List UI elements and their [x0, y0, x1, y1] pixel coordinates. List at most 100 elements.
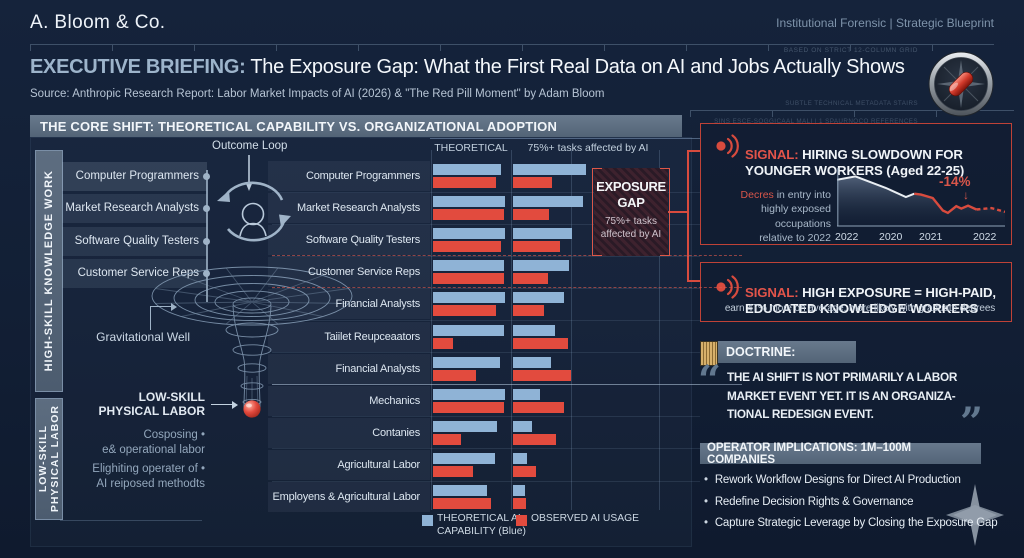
doctrine-header: DOCTRINE:: [718, 341, 856, 363]
chart-row-separator: [272, 255, 700, 257]
connector-dot: [203, 172, 210, 180]
gridline: [571, 150, 572, 510]
bar-theoretical-capability: [433, 452, 495, 464]
low-skill-arrowhead: [232, 400, 242, 409]
bar-theoretical-usage: [433, 177, 497, 188]
chart-row-separator: [272, 448, 700, 450]
bar-theoretical-usage: [433, 498, 492, 509]
bar-theoretical-usage: [433, 209, 505, 221]
exposure-gap-bracket-right: [660, 168, 670, 256]
bar-adoption-usage: [513, 241, 560, 253]
chart-row-separator: [272, 352, 700, 354]
bar-adoption-usage: [513, 369, 572, 381]
signal-title-text: HIRING SLOWDOWN FOR YOUNGER WORKERS (Age…: [745, 146, 965, 179]
bar-adoption-capability: [513, 452, 528, 464]
chart-row-separator: [272, 287, 700, 289]
down-arrow: ↓: [963, 188, 969, 202]
hiring-trend-chart: [837, 168, 1005, 228]
gridline: [511, 150, 512, 510]
chart-row-separator: [272, 320, 700, 321]
list-item: Market Research Analysts: [62, 194, 207, 223]
connector-dot: [203, 204, 210, 212]
connector: [687, 280, 700, 282]
bar-adoption-usage: [513, 305, 544, 317]
gravity-well-arrowhead: [171, 302, 181, 311]
bar-adoption-usage: [513, 337, 569, 349]
list-item: Software Quality Testers: [62, 227, 207, 256]
connector-dot: [203, 269, 210, 277]
bar-theoretical-capability: [433, 196, 505, 208]
gravitational-well-diagram: [151, 266, 353, 418]
grid-ruler: [30, 44, 994, 51]
low-skill-label: LOW-SKILL PHYSICAL LABOR: [37, 405, 61, 513]
x-tick: 2021: [919, 231, 943, 243]
gravity-well-pointer: [150, 306, 152, 330]
signal-note-highlight: Decres: [740, 189, 774, 202]
chart-row-separator: [272, 480, 700, 482]
gravity-well-label: Gravitational Well: [96, 330, 190, 344]
bar-adoption-usage: [513, 209, 550, 221]
high-skill-label: HIGH-SKILL KNOWLEDGE WORK: [43, 170, 55, 372]
bar-theoretical-capability: [433, 485, 487, 496]
bar-adoption-usage: [513, 273, 548, 285]
signal-title-text: HIGH EXPOSURE = HIGH-PAID, EDUCATED KNOW…: [745, 284, 996, 317]
list-item: Customer Service Reps: [62, 259, 207, 288]
signal-subtext: earn 47% more on average, more likely wi…: [724, 303, 996, 314]
connector-dot: [203, 237, 210, 245]
operator-bullet-list: Rework Workflow Designs for Direct AI Pr…: [702, 470, 1014, 535]
chart-row-label: Employens & Agricultural Labor: [268, 482, 430, 512]
exposure-gap-title: EXPOSURE GAP: [596, 179, 666, 210]
title-kicker: EXECUTIVE BRIEFING:: [30, 56, 246, 78]
chart-row-separator: [272, 416, 700, 418]
signal-icon: [716, 275, 739, 299]
chart-row-label: Computer Programmers: [268, 161, 430, 191]
bar-adoption-capability: [513, 196, 584, 208]
grid-ruler-right: [690, 110, 1014, 117]
x-tick: 2022: [973, 231, 997, 243]
column-header-theoretical: THEORETICAL: [434, 142, 508, 154]
low-skill-strip: LOW-SKILL PHYSICAL LABOR: [35, 398, 63, 520]
chart-row-label: Financial Analysts: [268, 289, 430, 320]
exposure-gap-box: EXPOSURE GAP 75%+ tasks affected by AI: [592, 168, 670, 256]
chart-row-label: Financial Analysts: [268, 353, 430, 384]
connector: [687, 150, 700, 152]
meta-footnote-1: SUBTLE TECHNICAL METADATA STAIRS: [785, 100, 918, 107]
operator-bullet: Redefine Decision Rights & Governance: [702, 492, 1014, 514]
bar-theoretical-capability: [433, 356, 501, 368]
bar-theoretical-capability: [433, 292, 505, 304]
legend-swatch-red: [516, 515, 527, 526]
bar-theoretical-capability: [433, 324, 505, 336]
operator-bullet: Capture Strategic Leverage by Closing th…: [702, 513, 1014, 535]
bar-theoretical-usage: [433, 433, 462, 445]
signal-title: SIGNAL: HIRING SLOWDOWN FOR YOUNGER WORK…: [745, 130, 1007, 180]
core-shift-panel: [30, 137, 692, 547]
bar-adoption-usage: [513, 177, 552, 188]
exposure-gap-dashed-line: [272, 287, 742, 289]
bar-theoretical-usage: [433, 401, 505, 413]
header-tagline: Institutional Forensic | Strategic Bluep…: [776, 16, 994, 30]
meta-footnotes: SUBTLE TECHNICAL METADATA STAIRS SINS ES…: [714, 90, 918, 126]
operator-bullet: Rework Workflow Designs for Direct AI Pr…: [702, 470, 1014, 492]
signal-title: SIGNAL: HIGH EXPOSURE = HIGH-PAID, EDUCA…: [745, 268, 1011, 318]
bar-theoretical-usage: [433, 465, 473, 477]
open-quote-mark: “: [698, 357, 722, 404]
bar-adoption-usage: [513, 498, 526, 509]
signal-panel-hiring: SIGNAL: HIRING SLOWDOWN FOR YOUNGER WORK…: [700, 123, 1012, 245]
bar-adoption-capability: [513, 164, 587, 175]
bar-theoretical-usage: [433, 369, 477, 381]
bar-theoretical-usage: [433, 273, 505, 285]
signal-note: Decres in entry into highly exposed occu…: [735, 174, 831, 245]
bar-theoretical-capability: [433, 228, 505, 240]
operator-implications-header: OPERATOR IMPLICATIONS: 1M–100M COMPANIES: [700, 442, 981, 466]
chart-row-label: Mechanics: [268, 385, 430, 416]
legend-swatch-blue: [422, 515, 433, 526]
bar-theoretical-usage: [433, 241, 501, 253]
bar-adoption-usage: [513, 465, 536, 477]
legend-label-theoretical: THEORETICAL AI CAPABILITY (Blue): [437, 513, 526, 537]
chart-row-label: Software Quality Testers: [268, 225, 430, 256]
title-text: The Exposure Gap: What the First Real Da…: [245, 56, 905, 78]
gravity-well-pointer: [150, 306, 172, 308]
exposure-gap-subtitle: 75%+ tasks affected by AI: [600, 216, 662, 240]
bar-theoretical-capability: [433, 260, 505, 272]
bar-adoption-capability: [513, 356, 551, 368]
